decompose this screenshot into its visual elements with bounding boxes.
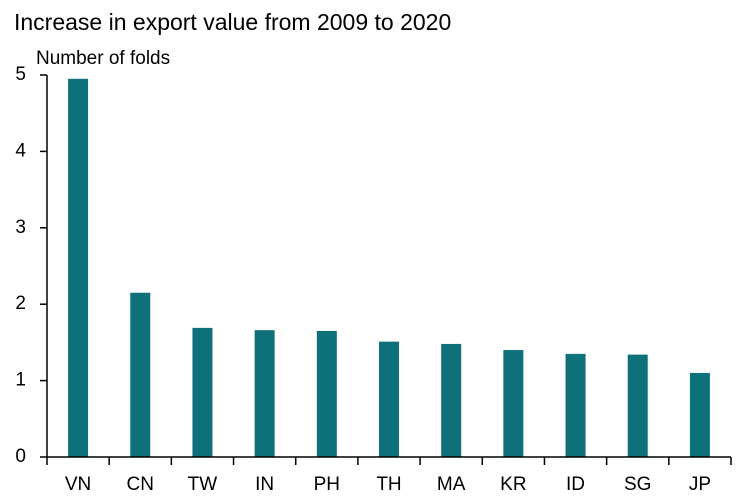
x-tick-label: TW (188, 474, 218, 495)
x-tick-label: CN (127, 474, 154, 495)
bar (689, 372, 710, 457)
x-tick-label: JP (689, 474, 711, 495)
bar (441, 343, 462, 457)
x-tick-label: TH (376, 474, 401, 495)
bar (503, 350, 524, 457)
y-tick-label: 4 (15, 140, 26, 161)
bar (192, 327, 213, 457)
bar (565, 353, 586, 457)
y-axis-label: Number of folds (36, 48, 170, 69)
bar (68, 78, 89, 457)
y-tick-label: 3 (15, 217, 26, 238)
x-tick-label: ID (566, 474, 585, 495)
y-tick-label: 2 (15, 293, 26, 314)
x-tick-label: MA (437, 474, 466, 495)
bar (254, 330, 275, 457)
chart-title: Increase in export value from 2009 to 20… (14, 9, 451, 35)
x-tick-label: PH (314, 474, 340, 495)
y-tick-label: 5 (15, 64, 26, 85)
x-tick-label: KR (500, 474, 526, 495)
bar (316, 330, 337, 457)
bar (130, 292, 151, 457)
bar (627, 354, 648, 457)
x-tick-label: VN (65, 474, 91, 495)
y-tick-label: 1 (15, 370, 26, 391)
y-tick-label: 0 (15, 446, 26, 467)
bar (379, 341, 399, 457)
x-tick-label: SG (624, 474, 651, 495)
x-tick-label: IN (255, 474, 274, 495)
